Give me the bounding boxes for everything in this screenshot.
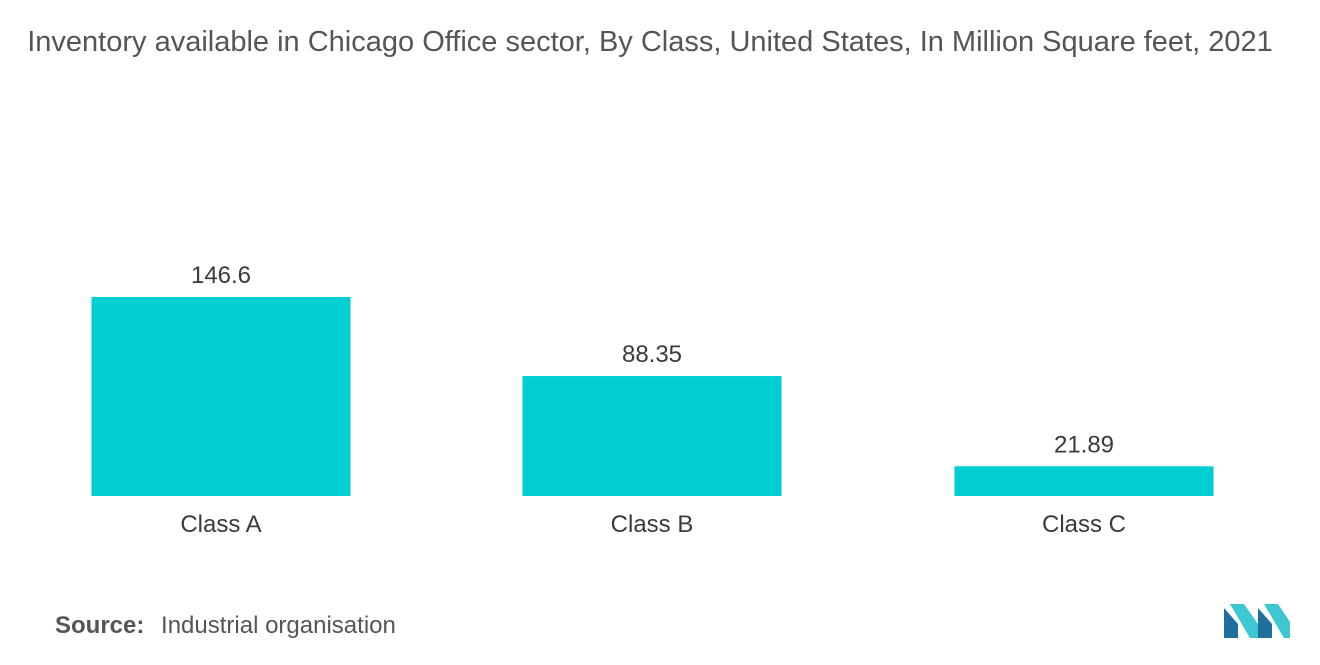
mordor-logo-icon (1224, 604, 1290, 638)
data-label: 21.89 (1054, 431, 1114, 458)
source-label: Source: (55, 612, 145, 639)
bar-class-c (954, 466, 1214, 496)
source-text: Industrial organisation (161, 612, 396, 639)
x-tick-label: Class A (180, 511, 261, 538)
bar-class-b (522, 376, 782, 496)
data-label: 88.35 (622, 341, 682, 368)
chart-title: Inventory available in Chicago Office se… (27, 26, 1273, 58)
data-label: 146.6 (191, 262, 251, 289)
x-tick-label: Class B (611, 511, 694, 538)
x-tick-label: Class C (1042, 511, 1126, 538)
source-note: Source: Industrial organisation (55, 612, 396, 640)
bar-class-a (91, 297, 351, 496)
bar-chart: 146.6 Class A 88.35 Class B 21.89 Class C (91, 262, 1214, 538)
